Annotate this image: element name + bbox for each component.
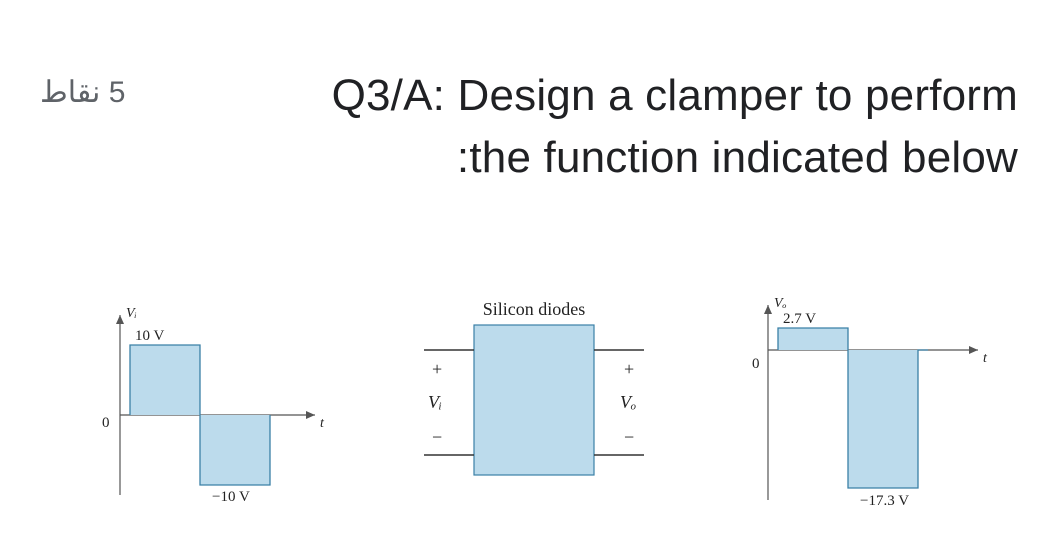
neg-peak-label-out: −17.3 V: [860, 493, 909, 509]
question-title: Q3/A: Design a clamper to perform :the f…: [170, 65, 1018, 188]
zero-label-out: 0: [752, 356, 760, 372]
diode-label: Silicon diodes: [483, 299, 586, 319]
zero-label-in: 0: [102, 415, 110, 431]
in-plus: +: [432, 359, 442, 379]
in-minus: −: [432, 427, 442, 447]
points-badge: 5 نقاط: [40, 75, 125, 110]
in-label: Vᵢ: [428, 392, 442, 412]
pos-peak-label-in: 10 V: [135, 328, 164, 344]
figure-row: Vᵢ t 0 10 V −10 V Silicon diodes + Vᵢ − …: [80, 280, 1008, 530]
title-line-2: :the function indicated below: [457, 133, 1018, 182]
output-waveform: Vₒ t 0 2.7 V −17.3 V: [728, 290, 1008, 520]
title-line-1: Q3/A: Design a clamper to perform: [332, 71, 1018, 120]
out-label: Vₒ: [620, 392, 636, 412]
pos-peak-label-out: 2.7 V: [783, 311, 816, 327]
clamper-blackbox: Silicon diodes + Vᵢ − + Vₒ −: [384, 295, 684, 515]
vo-axis-label: Vₒ: [774, 296, 787, 311]
t-axis-label-out: t: [983, 351, 988, 366]
out-minus: −: [624, 427, 634, 447]
neg-peak-label-in: −10 V: [212, 489, 250, 505]
input-waveform: Vᵢ t 0 10 V −10 V: [80, 295, 340, 515]
vi-axis-label: Vᵢ: [126, 306, 137, 321]
out-plus: +: [624, 359, 634, 379]
t-axis-label-in: t: [320, 416, 325, 431]
